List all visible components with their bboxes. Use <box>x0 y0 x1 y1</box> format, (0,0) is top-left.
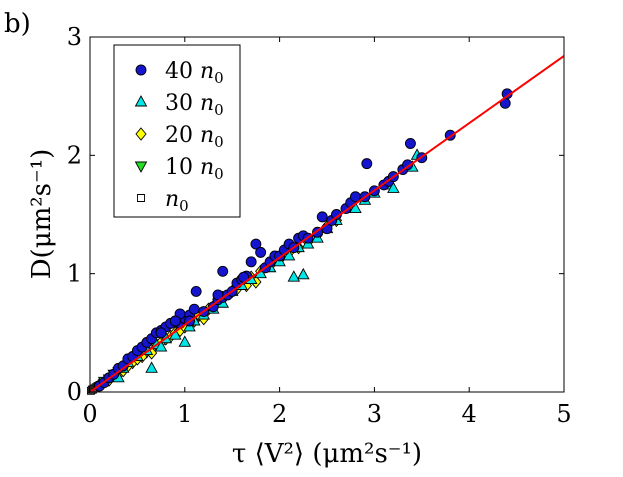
legend-marker <box>134 161 148 173</box>
plot-frame <box>89 36 565 393</box>
x-tick-label: 5 <box>556 400 571 428</box>
y-tick-label: 0 <box>67 378 82 406</box>
data-point <box>297 267 310 280</box>
legend-label: 30 n0 <box>165 91 224 119</box>
legend-marker <box>137 194 145 202</box>
x-axis-label: τ ⟨V²⟩ (μm²s⁻¹) <box>232 439 422 469</box>
data-point <box>316 211 328 223</box>
legend-marker <box>135 64 147 76</box>
plot-marks <box>86 55 565 395</box>
legend-item: 30 n0 <box>134 91 224 119</box>
legend-item: 10 n0 <box>134 155 224 183</box>
data-point <box>155 327 167 339</box>
legend-marker <box>135 127 147 141</box>
x-tick-label: 1 <box>177 400 192 428</box>
x-axis-label-text: τ ⟨V²⟩ (μm²s⁻¹) <box>232 439 422 469</box>
legend-item: n0 <box>137 187 189 215</box>
data-point <box>190 285 202 297</box>
y-axis-label-text: D(μm²s⁻¹) <box>27 149 57 280</box>
data-point <box>169 315 181 327</box>
data-point <box>361 158 373 170</box>
data-point <box>212 289 224 301</box>
data-point <box>404 138 416 149</box>
legend: 40 n0 30 n0 20 n0 10 n0 n0 <box>113 44 241 218</box>
x-tick-label: 2 <box>272 400 287 428</box>
legend-label: 40 n0 <box>165 59 224 87</box>
data-point <box>402 159 414 171</box>
x-tick-label: 3 <box>367 400 382 428</box>
data-point <box>387 181 400 193</box>
y-axis-label: D(μm²s⁻¹) <box>27 149 57 280</box>
data-point <box>245 256 257 268</box>
legend-item: 40 n0 <box>135 59 224 87</box>
data-point <box>255 246 267 258</box>
legend-item: 20 n0 <box>135 123 224 151</box>
x-tick-label: 4 <box>462 400 477 428</box>
axis-ticks: 0 1 2 3 4 5 0 1 2 3 <box>67 23 572 428</box>
legend-marker <box>134 95 148 107</box>
legend-label: 10 n0 <box>165 155 224 183</box>
fit-line <box>89 55 565 393</box>
data-point <box>287 270 301 282</box>
data-point <box>154 340 168 352</box>
data-point <box>178 335 192 347</box>
data-point <box>188 303 200 315</box>
panel-label: b) <box>4 9 31 39</box>
data-point <box>250 238 262 250</box>
legend-box <box>113 44 241 218</box>
y-tick-label: 3 <box>67 23 82 51</box>
legend-label: 20 n0 <box>165 123 224 151</box>
x-tick-label: 0 <box>82 400 97 428</box>
legend-label: n0 <box>165 187 189 215</box>
y-tick-label: 1 <box>67 260 82 288</box>
data-point <box>217 265 229 277</box>
y-tick-label: 2 <box>67 141 82 169</box>
data-point <box>145 361 158 373</box>
